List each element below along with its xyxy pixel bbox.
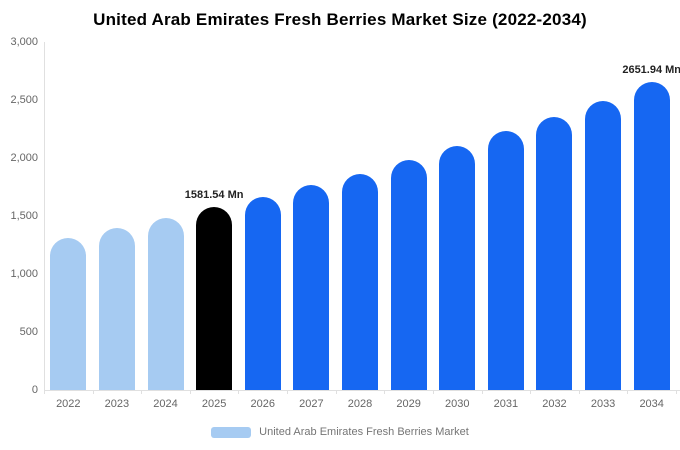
x-axis: 2022 2023 2024 2025 2026 2027 2028 2029 2030 2031… (0, 390, 680, 414)
x-label-2022: 2022 (56, 398, 81, 410)
x-axis-tick (44, 390, 45, 394)
plot-area: 0 500 1,000 1,500 2,000 2,500 3,000 1581.54 Mn 2… (0, 36, 680, 396)
value-label-2025: 1581.54 Mn (184, 188, 244, 201)
x-label-2030: 2030 (444, 398, 470, 410)
bar-2027[interactable] (293, 185, 330, 390)
bar-2030[interactable] (439, 146, 476, 390)
x-axis-tick (676, 390, 677, 394)
x-label-2023: 2023 (104, 398, 130, 410)
x-axis-tick (141, 390, 143, 394)
x-axis-tick (432, 390, 434, 394)
x-axis-tick (384, 390, 386, 394)
x-label-2031: 2031 (493, 398, 519, 410)
bar-2026[interactable] (244, 196, 281, 390)
y-tick-500: 500 (19, 326, 38, 338)
y-axis-line (44, 42, 45, 390)
value-label-2034: 2651.94 Mn (622, 64, 680, 77)
bar-2022[interactable] (50, 238, 87, 390)
chart-title: United Arab Emirates Fresh Berries Marke… (93, 10, 587, 29)
x-axis-tick (578, 390, 580, 394)
x-axis-tick (287, 390, 289, 394)
x-label-2032: 2032 (542, 398, 567, 410)
x-label-2033: 2033 (590, 398, 616, 410)
x-axis-tick (530, 390, 532, 394)
x-label-2034: 2034 (639, 398, 664, 410)
bar-2033[interactable] (585, 100, 622, 390)
x-axis-tick (238, 390, 240, 394)
y-tick-0: 0 (31, 384, 38, 396)
bar-2031[interactable] (487, 131, 524, 390)
x-label-2025: 2025 (201, 398, 227, 410)
y-tick-1000: 1,000 (10, 268, 38, 280)
x-axis-tick (92, 390, 94, 394)
bar-2032[interactable] (536, 117, 573, 390)
legend-item[interactable]: United Arab Emirates Fresh Berries Marke… (0, 422, 680, 442)
x-axis-tick (335, 390, 337, 394)
x-label-2029: 2029 (396, 398, 421, 410)
bar-2029[interactable] (390, 160, 427, 390)
bar-2034[interactable] (633, 82, 670, 390)
bar-2028[interactable] (342, 174, 378, 390)
x-axis-tick (627, 390, 629, 394)
bar-2025[interactable] (196, 206, 233, 390)
bar-2024[interactable] (147, 218, 184, 390)
x-axis-tick (189, 390, 191, 394)
y-tick-1500: 1,500 (10, 210, 38, 222)
x-axis-line (44, 390, 680, 391)
legend-swatch (211, 426, 252, 438)
x-label-2024: 2024 (153, 398, 178, 410)
x-label-2028: 2028 (347, 398, 373, 410)
y-tick-2000: 2,000 (10, 152, 38, 164)
legend-label: United Arab Emirates Fresh Berries Marke… (259, 426, 469, 438)
x-label-2027: 2027 (299, 398, 324, 410)
x-label-2026: 2026 (250, 398, 275, 410)
x-axis-tick (481, 390, 483, 394)
y-tick-2500: 2,500 (10, 94, 38, 106)
bar-2023[interactable] (98, 228, 135, 390)
y-tick-3000: 3,000 (10, 36, 38, 48)
